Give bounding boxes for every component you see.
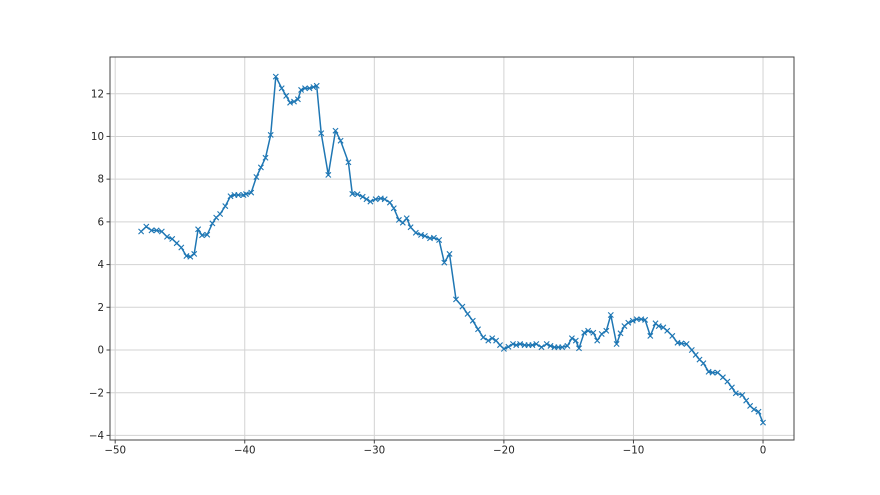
x-tick-label: −10	[623, 445, 645, 457]
y-tick-label: −4	[89, 430, 104, 442]
y-tick-label: −2	[89, 387, 104, 399]
x-tick-label: −30	[363, 445, 385, 457]
y-tick-label: 2	[97, 302, 104, 314]
y-tick-label: 8	[97, 174, 104, 186]
y-tick-label: 4	[97, 259, 104, 271]
x-tick-label: −20	[493, 445, 515, 457]
x-tick-label: −50	[104, 445, 126, 457]
data-point-markers	[138, 73, 766, 426]
y-tick-label: 0	[97, 345, 104, 357]
y-tick-label: 10	[91, 131, 104, 143]
y-tick-label: 6	[97, 216, 104, 228]
y-tick-label: 12	[91, 88, 104, 100]
axes-spines	[109, 56, 795, 441]
x-tick-label: −40	[234, 445, 256, 457]
x-tick-label: 0	[760, 445, 767, 457]
